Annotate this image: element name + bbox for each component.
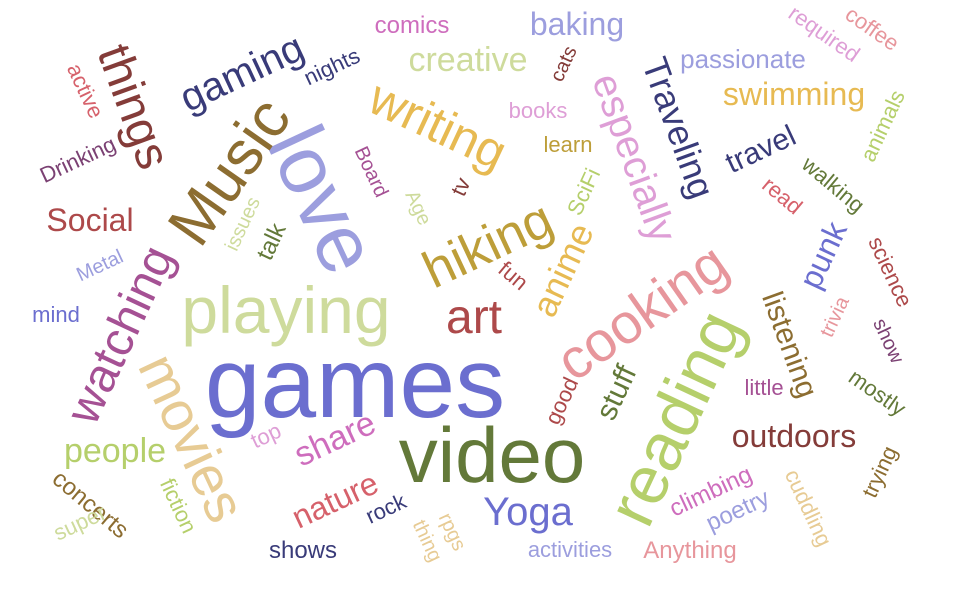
word-nights: nights — [299, 42, 364, 91]
word-yoga: Yoga — [483, 490, 573, 534]
word-shows: shows — [268, 537, 338, 564]
word-trivia: trivia — [816, 293, 854, 341]
word-outdoors: outdoors — [731, 418, 857, 454]
word-drinking: Drinking — [35, 131, 120, 188]
word-baking: baking — [529, 6, 625, 42]
word-trying: trying — [856, 442, 903, 502]
word-cuddling: cuddling — [779, 465, 838, 551]
word-little: little — [744, 375, 784, 400]
word-anything: Anything — [643, 537, 737, 564]
word-creative: creative — [408, 41, 528, 79]
word-playing: playing — [181, 273, 391, 347]
word-games: games — [204, 327, 506, 439]
word-social: Social — [46, 202, 134, 238]
word-walking: walking — [797, 151, 870, 218]
word-people: people — [63, 432, 167, 470]
word-super: super — [49, 499, 111, 546]
word-swimming: swimming — [722, 76, 866, 112]
word-art: art — [445, 291, 503, 344]
word-talk: talk — [251, 219, 292, 265]
word-age: Age — [400, 187, 436, 229]
word-books: books — [508, 98, 568, 123]
word-travel: travel — [720, 119, 802, 181]
word-tv: tv — [445, 173, 476, 200]
word-passionate: passionate — [680, 44, 806, 74]
word-video: video — [398, 411, 586, 499]
word-comics: comics — [374, 12, 450, 39]
word-show: show — [868, 315, 908, 367]
word-science: science — [863, 232, 918, 311]
word-nature: nature — [286, 464, 384, 536]
word-scifi: SciFi — [561, 164, 606, 220]
word-writing: writing — [360, 69, 516, 181]
word-punk: punk — [792, 215, 854, 295]
word-mostly: mostly — [844, 364, 911, 422]
word-read: read — [757, 171, 808, 220]
word-activities: activities — [527, 537, 613, 562]
word-mind: mind — [32, 302, 80, 327]
word-cats: cats — [546, 42, 582, 86]
word-learn: learn — [543, 132, 593, 157]
